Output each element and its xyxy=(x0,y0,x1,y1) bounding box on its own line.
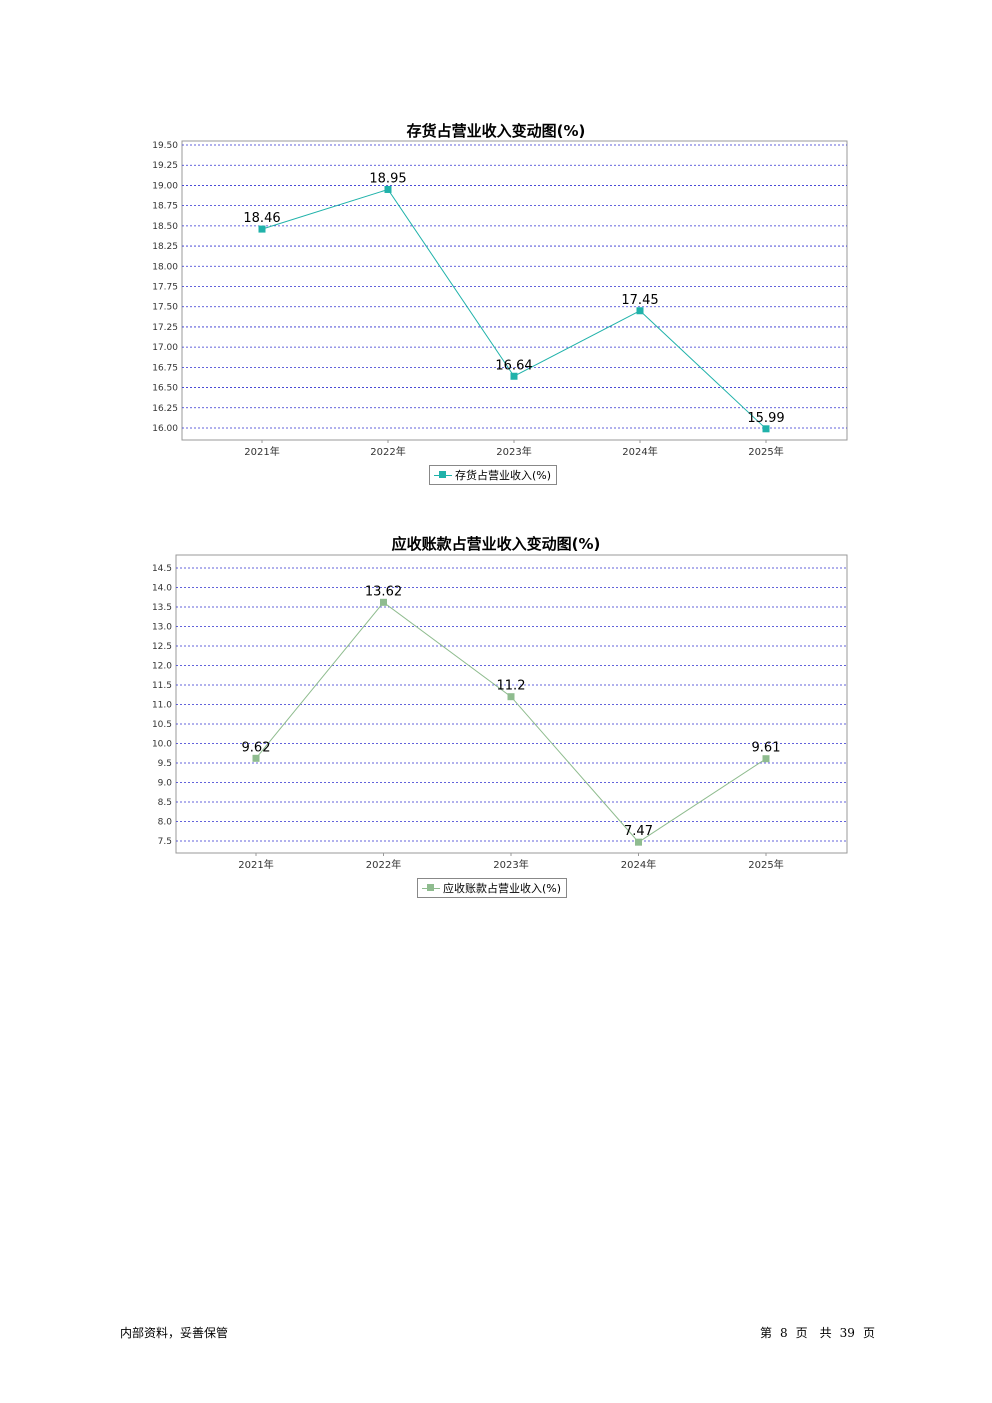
chart-2-legend: 应收账款占营业收入(%) xyxy=(417,878,568,898)
chart-1-data-point xyxy=(258,225,266,233)
chart-1-x-tick-label: 2023年 xyxy=(496,445,531,458)
legend-marker-icon xyxy=(434,470,452,480)
chart-2-data-point xyxy=(762,755,770,763)
chart-2-y-tick-label: 7.5 xyxy=(158,837,172,847)
chart-2-x-tick-label: 2025年 xyxy=(748,858,783,871)
chart-2-plot-area xyxy=(175,554,848,854)
chart-2-y-tick-label: 8.5 xyxy=(158,798,172,808)
chart-1-y-tick-label: 18.00 xyxy=(152,262,178,272)
chart-2-y-tick-label: 9.5 xyxy=(158,759,172,769)
chart-1-y-tick-label: 17.50 xyxy=(152,303,178,313)
chart-2-y-tick-label: 12.5 xyxy=(152,642,172,652)
chart-1-y-tick-label: 16.00 xyxy=(152,424,178,434)
chart-1-y-tick-label: 17.25 xyxy=(152,323,178,333)
chart-2-data-label: 7.47 xyxy=(624,824,653,839)
chart-2-data-point xyxy=(635,838,642,846)
chart-2-plot: 14.5 14.0 13.5 13.0 12.5 12.0 11.5 11.0 10.5 10.0… xyxy=(152,554,848,871)
chart-1-data-label: 15.99 xyxy=(747,411,784,426)
chart-1-data-label: 18.95 xyxy=(369,171,406,186)
footer-page-suffix: 页 xyxy=(862,1326,875,1340)
legend-marker-icon xyxy=(422,883,440,893)
chart-2-x-tick-label: 2023年 xyxy=(493,858,528,871)
chart-2-x-tick-label: 2022年 xyxy=(366,858,401,871)
chart-2-y-tick-label: 8.0 xyxy=(158,818,173,828)
chart-1-data-point xyxy=(384,185,392,193)
chart-2-data-label: 9.61 xyxy=(752,741,781,756)
chart-2-y-tick-label: 11.0 xyxy=(152,701,172,711)
chart-2-y-tick-label: 12.0 xyxy=(152,662,172,672)
footer-page-prefix: 第 xyxy=(760,1326,773,1340)
footer-page-total: 39 xyxy=(839,1326,855,1340)
chart-2-y-tick-label: 13.0 xyxy=(152,623,172,633)
chart-2-y-tick-label: 14.0 xyxy=(152,584,172,594)
chart-1-legend: 存货占营业收入(%) xyxy=(429,465,558,485)
chart-1-data-point xyxy=(510,372,518,380)
chart-1-y-tick-label: 18.75 xyxy=(152,202,178,212)
chart-2-y-tick-label: 11.5 xyxy=(152,681,172,691)
chart-1-x-tick-label: 2022年 xyxy=(370,445,405,458)
chart-1-x-tick-label: 2025年 xyxy=(748,445,783,458)
chart-1-y-tick-label: 19.25 xyxy=(152,161,178,171)
chart-1-title: 存货占营业收入变动图(%) xyxy=(406,122,586,140)
chart-2-y-tick-label: 9.0 xyxy=(158,779,173,789)
chart-2-y-tick-label: 13.5 xyxy=(152,603,172,613)
chart-1-plot: 19.50 19.25 19.00 18.75 18.50 18.25 18.00 17.75… xyxy=(152,140,848,458)
chart-2-data-point xyxy=(252,754,260,762)
chart-1-data-label: 18.46 xyxy=(243,211,280,226)
chart-1-y-tick-label: 17.00 xyxy=(152,343,178,353)
footer-confidential-note: 内部资料，妥善保管 xyxy=(120,1326,229,1340)
chart-2-data-label: 13.62 xyxy=(365,584,402,599)
chart-1-x-tick-label: 2021年 xyxy=(244,445,279,458)
chart-1-x-tick-label: 2024年 xyxy=(622,445,657,458)
chart-1-data-label: 17.45 xyxy=(621,293,658,308)
chart-2-y-tick-label: 14.5 xyxy=(152,564,172,574)
chart-2-y-tick-label: 10.5 xyxy=(152,720,172,730)
chart-2-title: 应收账款占营业收入变动图(%) xyxy=(391,535,601,553)
chart-1-y-tick-label: 18.50 xyxy=(152,222,178,232)
chart-2-data-point xyxy=(380,598,387,606)
chart-1-y-tick-label: 17.75 xyxy=(152,283,178,293)
chart-1-y-tick-label: 19.00 xyxy=(152,181,178,191)
chart-2-data-label: 9.62 xyxy=(242,740,271,755)
chart-1-data-point xyxy=(762,425,770,433)
chart-1-data-point xyxy=(636,307,644,315)
chart-2-data-label: 11.2 xyxy=(497,679,526,694)
footer-page-number: 8 xyxy=(780,1326,788,1340)
chart-1-plot-area xyxy=(181,140,848,441)
chart-2-x-tick-label: 2021年 xyxy=(238,858,273,871)
chart-1-y-tick-label: 19.50 xyxy=(152,141,178,151)
chart-1-y-tick-label: 16.75 xyxy=(152,363,178,373)
chart-2-data-point xyxy=(507,693,515,701)
chart-2-x-tick-label: 2024年 xyxy=(621,858,656,871)
chart-1-legend-label: 存货占营业收入(%) xyxy=(455,469,552,482)
chart-1-y-tick-label: 18.25 xyxy=(152,242,178,252)
footer-page-mid: 页 共 xyxy=(795,1326,832,1340)
chart-2-legend-label: 应收账款占营业收入(%) xyxy=(443,882,562,895)
chart-1-y-tick-label: 16.50 xyxy=(152,384,178,394)
chart-1-y-tick-label: 16.25 xyxy=(152,404,178,414)
chart-1-data-label: 16.64 xyxy=(495,358,532,373)
chart-2-y-tick-label: 10.0 xyxy=(152,740,172,750)
